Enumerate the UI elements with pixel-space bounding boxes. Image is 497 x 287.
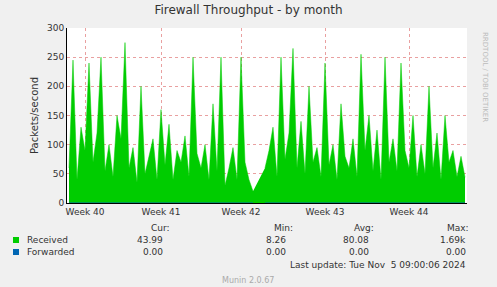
svg-text:300: 300 xyxy=(47,23,64,33)
svg-text:50: 50 xyxy=(53,169,65,179)
svg-text:0: 0 xyxy=(58,198,64,208)
svg-text:Week 40: Week 40 xyxy=(66,207,105,217)
svg-text:Max:: Max: xyxy=(447,223,469,233)
svg-text:80.08: 80.08 xyxy=(343,235,369,245)
svg-text:Forwarded: Forwarded xyxy=(27,247,74,257)
svg-text:0.00: 0.00 xyxy=(143,247,163,257)
svg-text:1.69k: 1.69k xyxy=(440,235,466,245)
svg-text:Received: Received xyxy=(27,235,68,245)
svg-text:RRDTOOL / TOBI OETIKER: RRDTOOL / TOBI OETIKER xyxy=(481,32,489,122)
svg-text:Firewall Throughput - by month: Firewall Throughput - by month xyxy=(154,3,342,17)
svg-text:200: 200 xyxy=(47,81,64,91)
svg-text:Week 43: Week 43 xyxy=(306,207,345,217)
svg-text:250: 250 xyxy=(47,52,64,62)
svg-text:Avg:: Avg: xyxy=(354,223,374,233)
svg-text:100: 100 xyxy=(47,140,64,150)
svg-text:43.99: 43.99 xyxy=(137,235,163,245)
svg-text:Min:: Min: xyxy=(274,223,293,233)
svg-text:0.00: 0.00 xyxy=(446,247,466,257)
svg-text:Cur:: Cur: xyxy=(151,223,170,233)
svg-text:Last update: Tue Nov 5 09:00:: Last update: Tue Nov 5 09:00:06 2024 xyxy=(290,260,466,270)
svg-text:Week 44: Week 44 xyxy=(390,207,429,217)
svg-text:8.26: 8.26 xyxy=(266,235,286,245)
svg-text:Week 42: Week 42 xyxy=(222,207,261,217)
svg-text:Munin 2.0.67: Munin 2.0.67 xyxy=(222,276,274,285)
svg-text:0.00: 0.00 xyxy=(266,247,286,257)
svg-text:Week 41: Week 41 xyxy=(142,207,181,217)
svg-text:Packets/second: Packets/second xyxy=(29,77,40,154)
svg-text:0.00: 0.00 xyxy=(349,247,369,257)
svg-text:150: 150 xyxy=(47,111,64,121)
